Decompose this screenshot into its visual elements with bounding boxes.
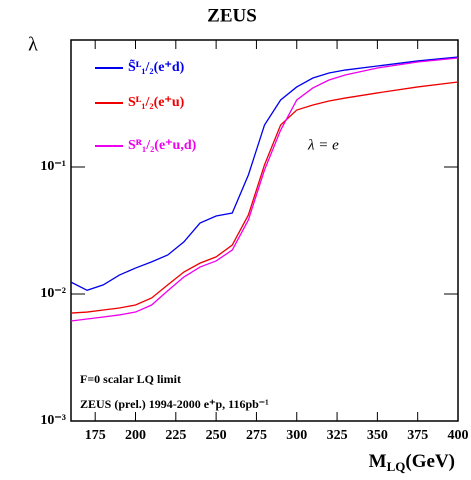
x-tick-label: 175	[85, 428, 106, 443]
x-tick-label: 350	[367, 428, 388, 443]
legend-label: S̃ᴸ₁/₂(e⁺d)	[128, 58, 185, 75]
data-line	[70, 56, 459, 291]
y-tick-label: 10⁻²	[40, 286, 66, 301]
annotation: F=0 scalar LQ limit	[80, 372, 181, 386]
chart-title: ZEUS	[207, 5, 257, 26]
x-label-unit: (GeV)	[405, 451, 455, 472]
legend-label: Sᴸ₁/₂(e⁺u)	[128, 95, 185, 110]
annotation: ZEUS (prel.) 1994-2000 e⁺p, 116pb⁻¹	[80, 397, 269, 411]
x-axis-label: MLQ(GeV)	[369, 451, 455, 474]
x-tick-label: 400	[448, 428, 469, 443]
x-tick-label: 325	[327, 428, 348, 443]
x-label-sub: LQ	[387, 459, 406, 474]
plot-frame	[70, 39, 459, 422]
x-tick-label: 225	[165, 428, 186, 443]
x-tick-label: 250	[206, 428, 227, 443]
y-axis-label: λ	[28, 34, 38, 56]
x-tick-label: 200	[125, 428, 146, 443]
y-tick-label: 10⁻³	[40, 413, 66, 428]
legend-label: Sᴿ₁/₂(e⁺u,d)	[128, 138, 197, 153]
x-label-main: M	[369, 451, 387, 472]
x-tick-label: 300	[286, 428, 307, 443]
y-tick-label: 10⁻¹	[40, 159, 66, 174]
data-line	[70, 81, 459, 314]
x-tick-label: 275	[246, 428, 267, 443]
data-line	[70, 57, 459, 322]
annotation: λ = e	[307, 137, 339, 153]
x-tick-label: 375	[407, 428, 428, 443]
